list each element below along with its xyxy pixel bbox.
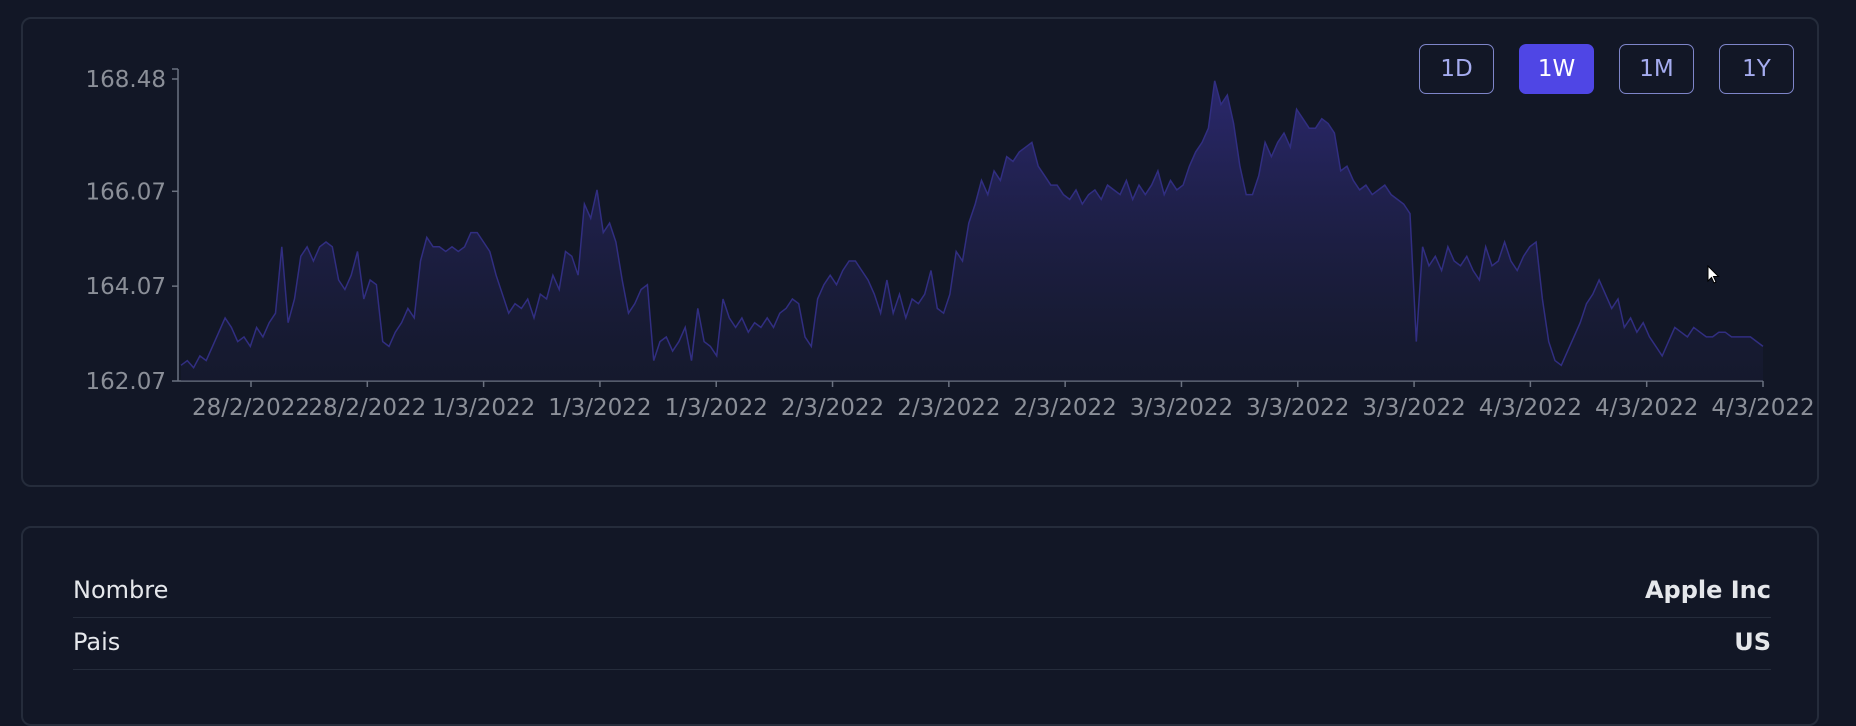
range-button-1y[interactable]: 1Y [1719, 44, 1794, 94]
price-chart: 168.48 166.07 164.07 162.07 28/2/202228/2/2… [86, 67, 1815, 421]
chart-card: 168.48 166.07 164.07 162.07 28/2/2022 28/2/2… [21, 17, 1819, 487]
price-area [181, 80, 1763, 382]
info-value: Apple Inc [1644, 576, 1771, 604]
mouse-cursor-icon [1707, 265, 1720, 284]
x-tick-label: 2/3/2022 [897, 395, 1000, 421]
x-tick-label: 4/3/2022 [1711, 395, 1814, 421]
x-tick-label: 2/3/2022 [781, 395, 884, 421]
range-button-1m[interactable]: 1M [1619, 44, 1694, 94]
price-line [180, 80, 1764, 370]
x-tick-label: 28/2/2022 [192, 395, 310, 421]
x-tick-label: 3/3/2022 [1130, 395, 1233, 421]
x-tick-label: 4/3/2022 [1595, 395, 1698, 421]
info-value: US [1734, 628, 1771, 656]
y-tick-label: 164.07 [86, 274, 166, 300]
x-tick-label: 1/3/2022 [665, 395, 768, 421]
x-tick-label: 3/3/2022 [1362, 395, 1465, 421]
info-row-country: Pais US [73, 618, 1771, 670]
company-info-card: Nombre Apple Inc Pais US [21, 526, 1819, 726]
x-tick-label: 2/3/2022 [1013, 395, 1116, 421]
x-tick-label: 1/3/2022 [432, 395, 535, 421]
y-tick-label: 166.07 [86, 179, 166, 205]
y-tick-label: 162.07 [86, 369, 166, 395]
x-tick-label: 28/2/2022 [308, 395, 426, 421]
info-label: Pais [73, 628, 121, 656]
range-button-1d[interactable]: 1D [1419, 44, 1494, 94]
info-label: Nombre [73, 576, 169, 604]
x-tick-label: 1/3/2022 [548, 395, 651, 421]
y-tick-label: 168.48 [86, 67, 166, 93]
info-row-name: Nombre Apple Inc [73, 566, 1771, 618]
x-tick-label: 4/3/2022 [1479, 395, 1582, 421]
x-tick-label: 3/3/2022 [1246, 395, 1349, 421]
range-button-1w[interactable]: 1W [1519, 44, 1594, 94]
range-selector: 1D 1W 1M 1Y [1419, 44, 1794, 94]
